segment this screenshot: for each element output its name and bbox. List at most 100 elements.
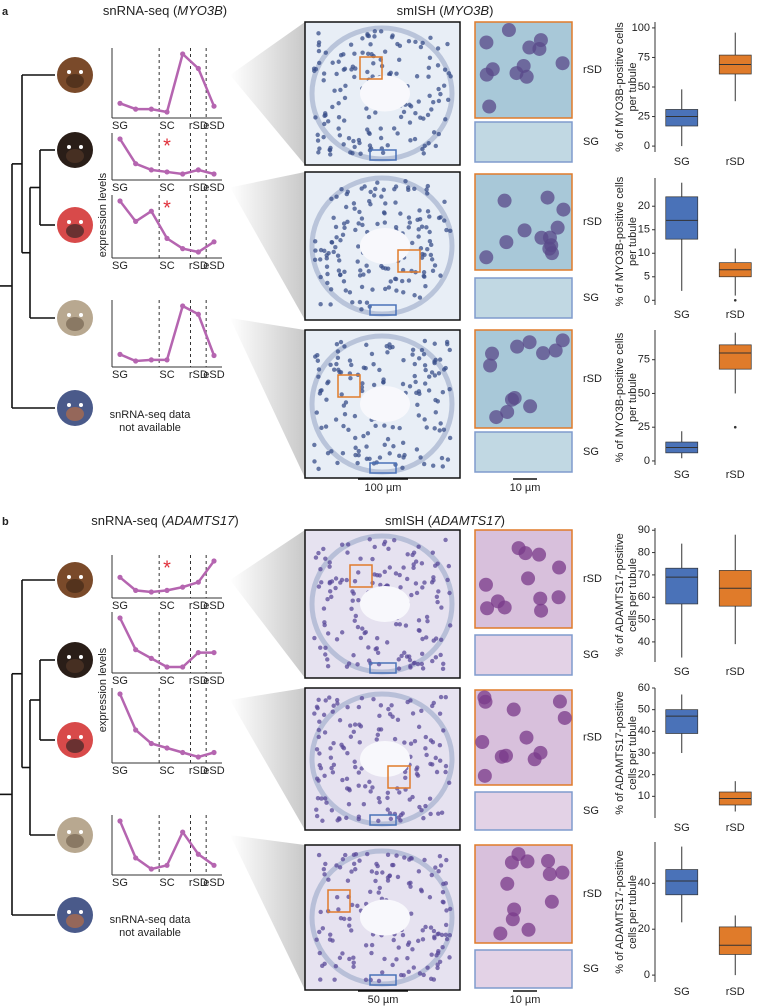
cell-nucleus <box>429 242 434 248</box>
expression-point <box>195 579 201 585</box>
cell-nucleus <box>360 222 365 228</box>
x-tick-label: rSD <box>189 877 208 889</box>
cell-nucleus <box>348 734 354 739</box>
y-tick-label: 40 <box>638 877 650 889</box>
cell-nucleus <box>312 459 317 464</box>
x-tick-label: SC <box>159 600 174 612</box>
cell-nucleus <box>318 567 323 572</box>
cell-nucleus <box>345 704 350 710</box>
cell-nucleus <box>350 150 355 156</box>
cell-nucleus <box>357 299 363 305</box>
cell-nucleus <box>318 645 323 650</box>
expression-point <box>164 109 170 115</box>
cell-nucleus <box>519 730 534 745</box>
zoom-sg <box>474 634 573 676</box>
cell-nucleus <box>415 938 421 944</box>
expression-point <box>180 246 186 252</box>
cell-nucleus <box>426 141 431 146</box>
cell-nucleus <box>335 349 341 354</box>
cell-nucleus <box>381 379 386 385</box>
ape-muzzle <box>66 224 84 238</box>
cell-nucleus <box>338 53 344 58</box>
cell-nucleus <box>334 235 339 240</box>
cell-nucleus <box>325 450 331 456</box>
cell-nucleus <box>317 751 322 756</box>
cell-nucleus <box>440 899 446 904</box>
cell-nucleus <box>410 352 415 357</box>
cell-nucleus <box>337 133 343 138</box>
x-tick-label: rSD <box>189 600 208 612</box>
zoom-label: rSD <box>583 64 602 76</box>
expression-point <box>133 855 139 861</box>
cell-nucleus <box>351 852 357 857</box>
cell-nucleus <box>422 363 428 368</box>
cell-nucleus <box>339 187 344 192</box>
expression-point <box>211 352 217 359</box>
cell-nucleus <box>408 698 413 703</box>
not-available: not available <box>119 422 181 434</box>
expression-point <box>195 754 201 760</box>
cell-nucleus <box>378 126 383 131</box>
expression-point <box>148 357 154 363</box>
cell-nucleus <box>430 550 435 555</box>
y-tick-label: 100 <box>632 22 650 34</box>
cell-nucleus <box>336 101 341 106</box>
cell-nucleus <box>433 563 438 568</box>
cell-nucleus <box>316 48 322 54</box>
cell-nucleus <box>325 657 330 662</box>
cell-nucleus <box>366 658 372 663</box>
expression-point <box>133 587 139 593</box>
cell-nucleus <box>377 455 383 460</box>
cell-nucleus <box>393 200 398 205</box>
cell-nucleus <box>342 269 347 274</box>
cell-nucleus <box>408 663 413 669</box>
cell-nucleus <box>353 445 358 450</box>
cell-nucleus <box>507 390 522 405</box>
cell-nucleus <box>426 388 432 393</box>
cell-nucleus <box>401 290 406 295</box>
expression-point <box>164 357 170 363</box>
cell-nucleus <box>314 747 320 752</box>
cell-nucleus <box>544 894 559 909</box>
cell-nucleus <box>403 623 409 628</box>
cell-nucleus <box>364 456 370 462</box>
cell-nucleus <box>414 767 419 772</box>
cell-nucleus <box>336 59 341 64</box>
cell-nucleus <box>370 556 375 562</box>
cell-nucleus <box>441 881 446 887</box>
cell-nucleus <box>324 800 329 805</box>
tubule <box>309 533 455 675</box>
cell-nucleus <box>397 425 402 431</box>
cell-nucleus <box>398 585 403 590</box>
y-axis-label: % of ADAMTS17-positive <box>614 533 626 657</box>
cell-nucleus <box>383 201 388 206</box>
cell-nucleus <box>363 943 369 948</box>
cell-nucleus <box>341 403 347 408</box>
cell-nucleus <box>420 937 426 942</box>
cell-nucleus <box>408 741 414 746</box>
cell-nucleus <box>398 114 404 120</box>
cell-nucleus <box>355 662 360 667</box>
fan-shade <box>230 318 305 478</box>
cell-nucleus <box>376 795 381 801</box>
cell-nucleus <box>348 723 353 728</box>
cell-nucleus <box>352 51 357 56</box>
cell-nucleus <box>341 279 347 284</box>
cell-nucleus <box>366 114 372 120</box>
cell-nucleus <box>315 138 321 143</box>
cell-nucleus <box>375 732 381 738</box>
box <box>665 567 699 605</box>
zoom-sg <box>474 791 573 831</box>
cell-nucleus <box>346 136 352 141</box>
cell-nucleus <box>382 49 388 54</box>
cell-nucleus <box>413 559 419 564</box>
outlier <box>733 298 737 302</box>
cell-nucleus <box>479 250 494 265</box>
cell-nucleus <box>393 225 399 230</box>
cell-nucleus <box>441 728 446 733</box>
cell-nucleus <box>368 889 373 894</box>
cell-nucleus <box>446 71 452 76</box>
cell-nucleus <box>378 727 384 732</box>
cell-nucleus <box>326 379 331 384</box>
cell-nucleus <box>382 220 388 225</box>
